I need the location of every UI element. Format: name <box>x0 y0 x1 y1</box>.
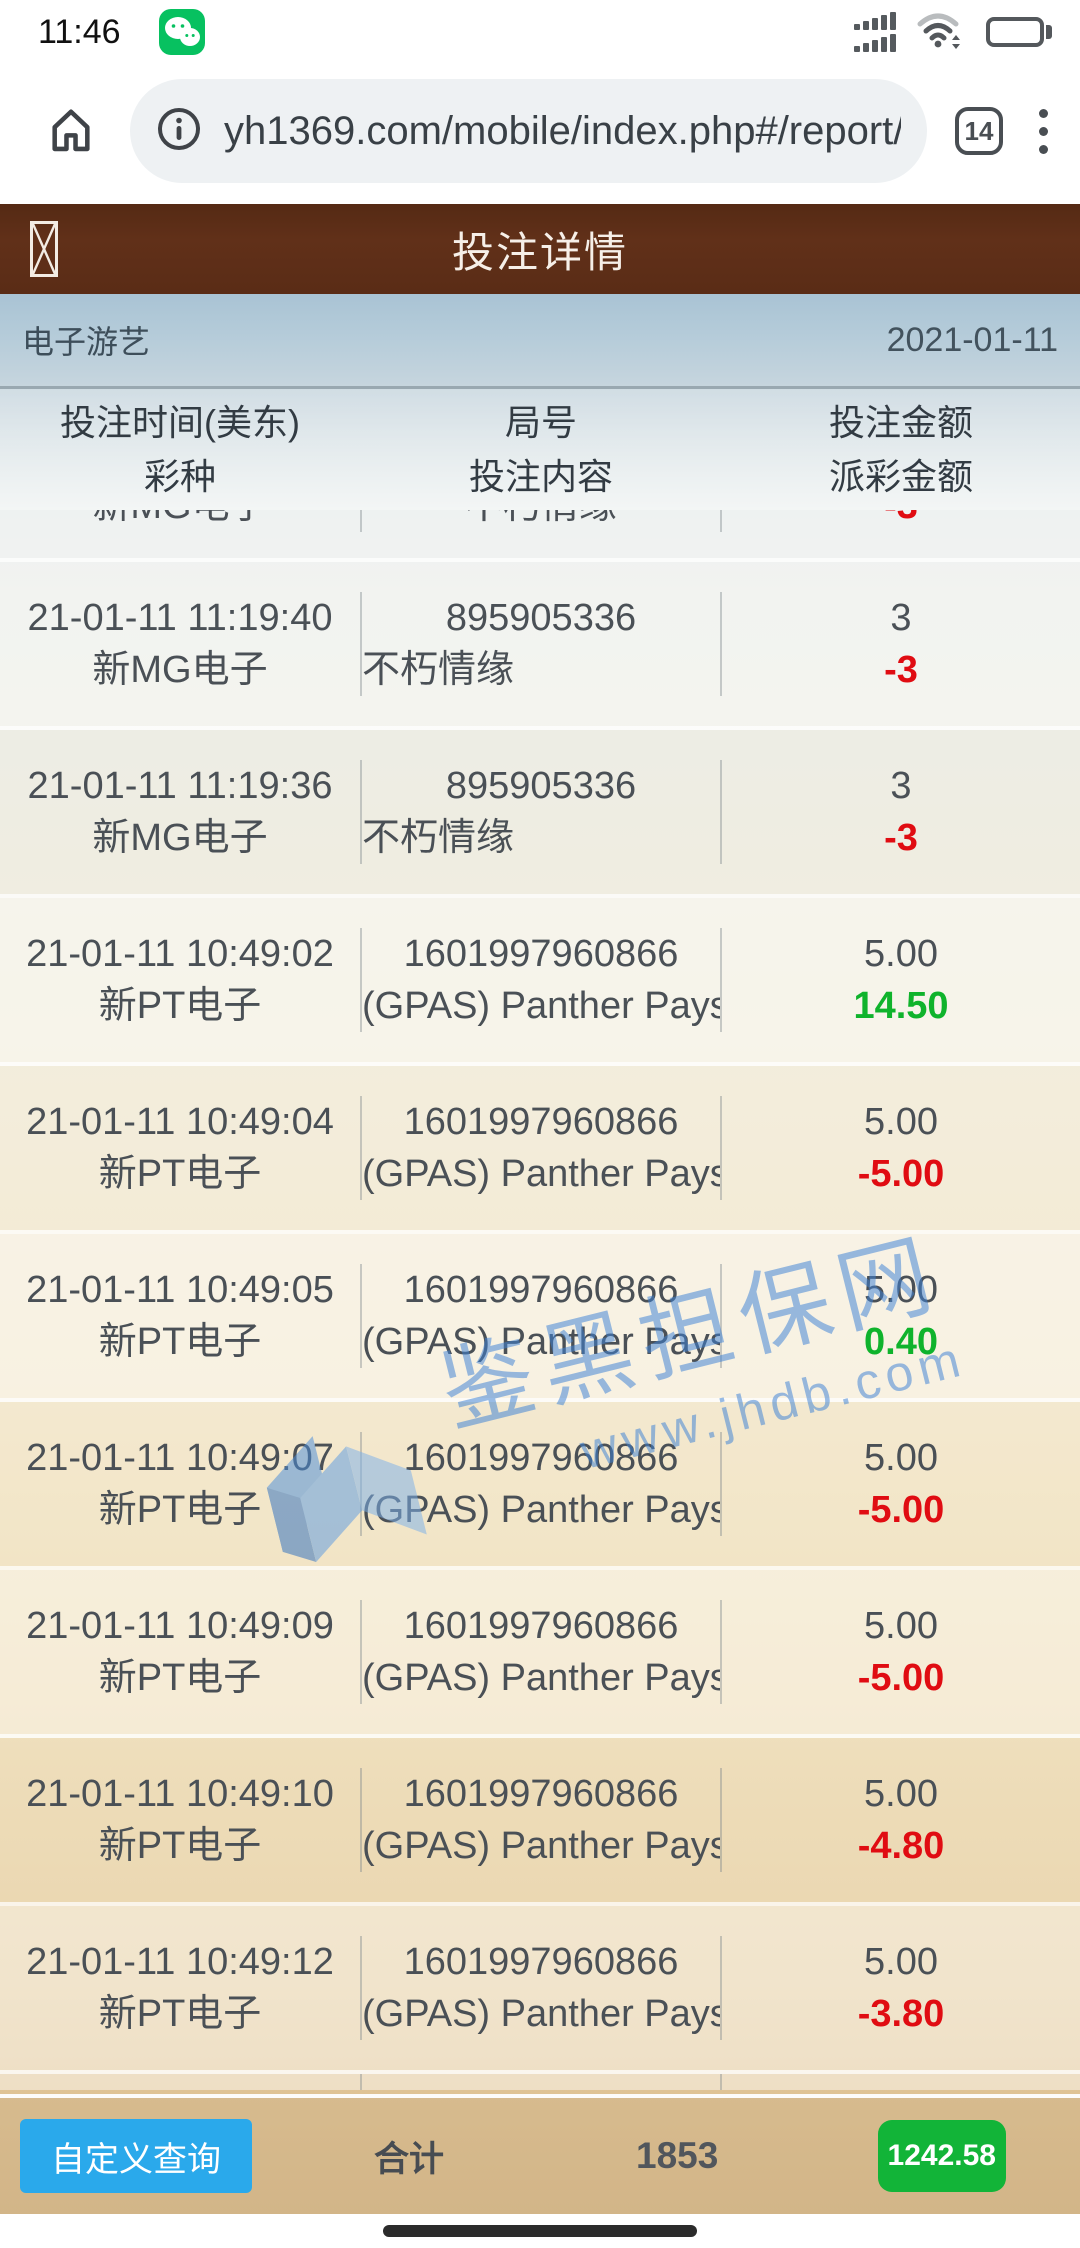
url-text: yh1369.com/mobile/index.php#/report/de <box>224 108 901 153</box>
table-row: 21-01-11 10:49:09 新PT电子 1601997960866 (G… <box>0 1570 1080 1738</box>
wifi-icon <box>916 8 966 57</box>
table-row: 21-01-11 10:49:12 新PT电子 1601997960866 (G… <box>0 1906 1080 2074</box>
table-header: 投注时间(美东) 彩种 局号 投注内容 投注金额 派彩金额 <box>0 386 1080 510</box>
report-page: 电子游艺 2021-01-11 投注时间(美东) 彩种 局号 投注内容 投注金额… <box>0 294 1080 2214</box>
total-count: 1853 <box>636 2135 719 2176</box>
status-icons <box>854 8 1052 57</box>
home-icon[interactable] <box>42 100 100 163</box>
total-amount-badge: 1242.58 <box>877 2120 1006 2192</box>
total-label: 合计 <box>374 2139 445 2179</box>
column-header-time: 投注时间(美东) 彩种 <box>60 401 300 497</box>
cellular-signal-icon <box>854 12 896 52</box>
table-row: 21-01-11 10:49:07 新PT电子 1601997960866 (G… <box>0 1402 1080 1570</box>
status-bar: 11:46 <box>0 0 1080 64</box>
menu-kebab-icon[interactable] <box>1039 108 1048 154</box>
custom-query-button[interactable]: 自定义查询 <box>20 2119 252 2193</box>
url-input[interactable]: yh1369.com/mobile/index.php#/report/de <box>130 79 927 183</box>
gesture-bar <box>0 2214 1080 2248</box>
clock: 11:46 <box>38 12 121 51</box>
table-row: 21-01-11 10:49:10 新PT电子 1601997960866 (G… <box>0 1738 1080 1906</box>
browser-toolbar: yh1369.com/mobile/index.php#/report/de 1… <box>0 64 1080 204</box>
table-body[interactable]: 新MG电子 不朽情缘 -3 21-01-11 11:19:40 新MG电子 <box>0 510 1080 2094</box>
column-header-amount: 投注金额 派彩金额 <box>828 401 973 497</box>
report-subheader: 电子游艺 2021-01-11 <box>0 294 1080 386</box>
app-title-bar: 投注详情 <box>0 204 1080 294</box>
page-title: 投注详情 <box>451 228 628 276</box>
home-indicator[interactable] <box>383 2225 697 2237</box>
table-row: 21-01-11 10:49:04 新PT电子 1601997960866 (G… <box>0 1066 1080 1234</box>
wechat-icon <box>158 9 205 55</box>
column-header-round: 局号 投注内容 <box>468 401 613 497</box>
table-rows: 21-01-11 11:19:40 新MG电子 895905336 不朽情缘 3… <box>0 562 1080 2074</box>
category-label: 电子游艺 <box>22 324 151 360</box>
summary-bar: 自定义查询 合计 1853 1242.58 <box>0 2094 1080 2214</box>
page-info-icon[interactable] <box>156 106 202 157</box>
table-row: 21-01-11 10:49:05 新PT电子 1601997960866 (G… <box>0 1234 1080 1402</box>
tab-switcher-icon[interactable]: 14 <box>955 107 1003 155</box>
report-date: 2021-01-11 <box>886 320 1058 359</box>
table-row-sliver <box>0 2074 1080 2090</box>
table-row-partial: 新MG电子 不朽情缘 -3 <box>0 510 1080 562</box>
table-row: 21-01-11 10:49:02 新PT电子 1601997960866 (G… <box>0 898 1080 1066</box>
battery-icon <box>986 17 1052 47</box>
table-row: 21-01-11 11:19:40 新MG电子 895905336 不朽情缘 3… <box>0 562 1080 730</box>
table-row: 21-01-11 11:19:36 新MG电子 895905336 不朽情缘 3… <box>0 730 1080 898</box>
back-icon[interactable] <box>30 221 58 277</box>
